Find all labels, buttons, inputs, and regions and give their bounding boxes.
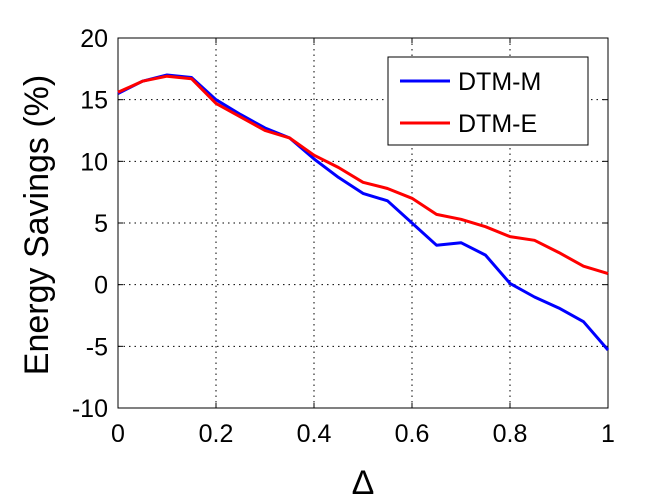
y-tick-label: -10: [72, 395, 108, 423]
x-tick-label: 0.4: [297, 420, 332, 448]
x-tick-label: 0: [111, 420, 125, 448]
y-axis-label: Energy Savings (%): [18, 75, 56, 375]
legend-label-dtm-m: DTM-M: [458, 68, 541, 96]
y-tick-label: 5: [94, 210, 108, 238]
y-tick-label: 20: [80, 25, 108, 53]
series-layer: [117, 73, 610, 351]
y-tick-label: 15: [80, 87, 108, 115]
x-tick-label: 0.6: [395, 420, 430, 448]
legend-box: [387, 56, 589, 146]
x-tick-label: 0.8: [493, 420, 528, 448]
y-tick-label: 10: [80, 148, 108, 176]
x-tick-label: 1: [601, 420, 615, 448]
legend-label-dtm-e: DTM-E: [458, 110, 537, 138]
x-tick-label: 0.2: [199, 420, 234, 448]
legend: DTM-M DTM-E: [387, 56, 589, 146]
axis-ticks: 0 0.2 0.4 0.6 0.8 1 -10 -5 0 5 10 15 20: [72, 25, 615, 448]
x-axis-label: Δ: [352, 464, 375, 502]
y-tick-label: -5: [86, 333, 108, 361]
y-tick-label: 0: [94, 272, 108, 300]
series-line-dtm-e: [117, 74, 609, 276]
